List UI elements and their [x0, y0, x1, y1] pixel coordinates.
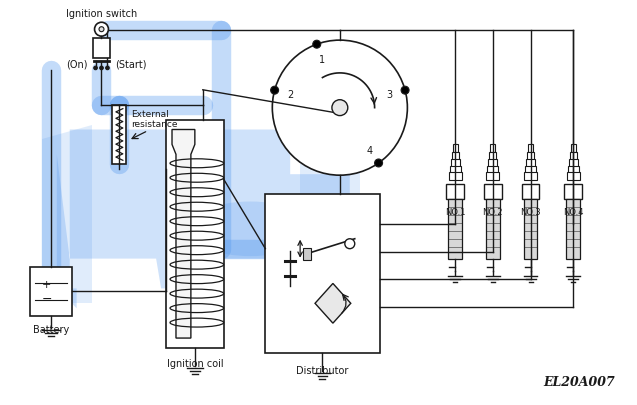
- Bar: [446, 185, 464, 200]
- Text: EL20A007: EL20A007: [543, 375, 615, 388]
- Text: External
resistance: External resistance: [131, 110, 178, 129]
- Polygon shape: [315, 284, 351, 323]
- Text: Ignition switch: Ignition switch: [66, 9, 137, 19]
- Bar: [527, 153, 534, 161]
- Text: 3: 3: [387, 90, 393, 100]
- Circle shape: [313, 41, 320, 49]
- Text: NO.2: NO.2: [483, 207, 503, 216]
- Text: Ignition coil: Ignition coil: [166, 358, 223, 368]
- Circle shape: [94, 67, 97, 70]
- Polygon shape: [42, 125, 360, 304]
- Bar: [92, 39, 110, 59]
- Bar: [486, 200, 500, 259]
- Text: 4: 4: [366, 145, 373, 156]
- Circle shape: [100, 67, 103, 70]
- Bar: [525, 167, 536, 175]
- Bar: [112, 105, 126, 165]
- Bar: [564, 185, 582, 200]
- Bar: [487, 167, 498, 175]
- Bar: [452, 145, 457, 153]
- Text: Battery: Battery: [32, 324, 69, 335]
- Bar: [528, 145, 533, 153]
- Circle shape: [332, 100, 348, 116]
- Circle shape: [375, 160, 383, 168]
- Text: NO.1: NO.1: [445, 207, 465, 216]
- Text: (On): (On): [66, 60, 88, 70]
- Circle shape: [106, 67, 109, 70]
- Text: NO.3: NO.3: [520, 207, 541, 216]
- Text: +: +: [42, 279, 52, 289]
- Bar: [484, 185, 502, 200]
- Bar: [450, 160, 459, 168]
- Bar: [568, 167, 578, 175]
- Bar: [567, 173, 580, 181]
- Bar: [489, 160, 497, 168]
- Bar: [486, 173, 499, 181]
- Bar: [450, 167, 461, 175]
- Bar: [166, 120, 224, 348]
- Bar: [571, 145, 576, 153]
- Bar: [569, 153, 576, 161]
- Text: Distributor: Distributor: [296, 365, 348, 375]
- Text: NO.4: NO.4: [563, 207, 583, 216]
- Circle shape: [345, 239, 355, 249]
- Circle shape: [271, 87, 278, 95]
- Bar: [524, 200, 538, 259]
- Bar: [569, 160, 578, 168]
- Text: (Start): (Start): [115, 60, 147, 70]
- Bar: [266, 194, 380, 353]
- Circle shape: [99, 28, 104, 32]
- Bar: [30, 267, 72, 316]
- Bar: [524, 173, 537, 181]
- Text: 1: 1: [319, 55, 326, 65]
- Bar: [452, 153, 459, 161]
- Bar: [490, 145, 496, 153]
- Circle shape: [94, 23, 108, 37]
- Bar: [566, 200, 580, 259]
- Bar: [489, 153, 496, 161]
- Polygon shape: [172, 130, 195, 338]
- Circle shape: [273, 41, 408, 176]
- Ellipse shape: [186, 202, 315, 256]
- Bar: [526, 160, 535, 168]
- Bar: [522, 185, 540, 200]
- Polygon shape: [57, 130, 350, 309]
- Polygon shape: [303, 248, 311, 260]
- Text: 2: 2: [287, 90, 293, 100]
- Text: −: −: [41, 292, 52, 306]
- Circle shape: [401, 87, 409, 95]
- Bar: [448, 173, 462, 181]
- Bar: [448, 200, 462, 259]
